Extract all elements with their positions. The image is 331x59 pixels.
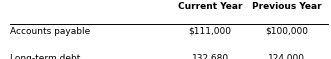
Text: Long-term debt: Long-term debt: [10, 54, 80, 59]
Text: Accounts payable: Accounts payable: [10, 27, 90, 36]
Text: $111,000: $111,000: [189, 27, 232, 36]
Text: Previous Year: Previous Year: [252, 2, 321, 11]
Text: Current Year: Current Year: [178, 2, 242, 11]
Text: $100,000: $100,000: [265, 27, 308, 36]
Text: 132,680: 132,680: [192, 54, 229, 59]
Text: 124,000: 124,000: [268, 54, 305, 59]
